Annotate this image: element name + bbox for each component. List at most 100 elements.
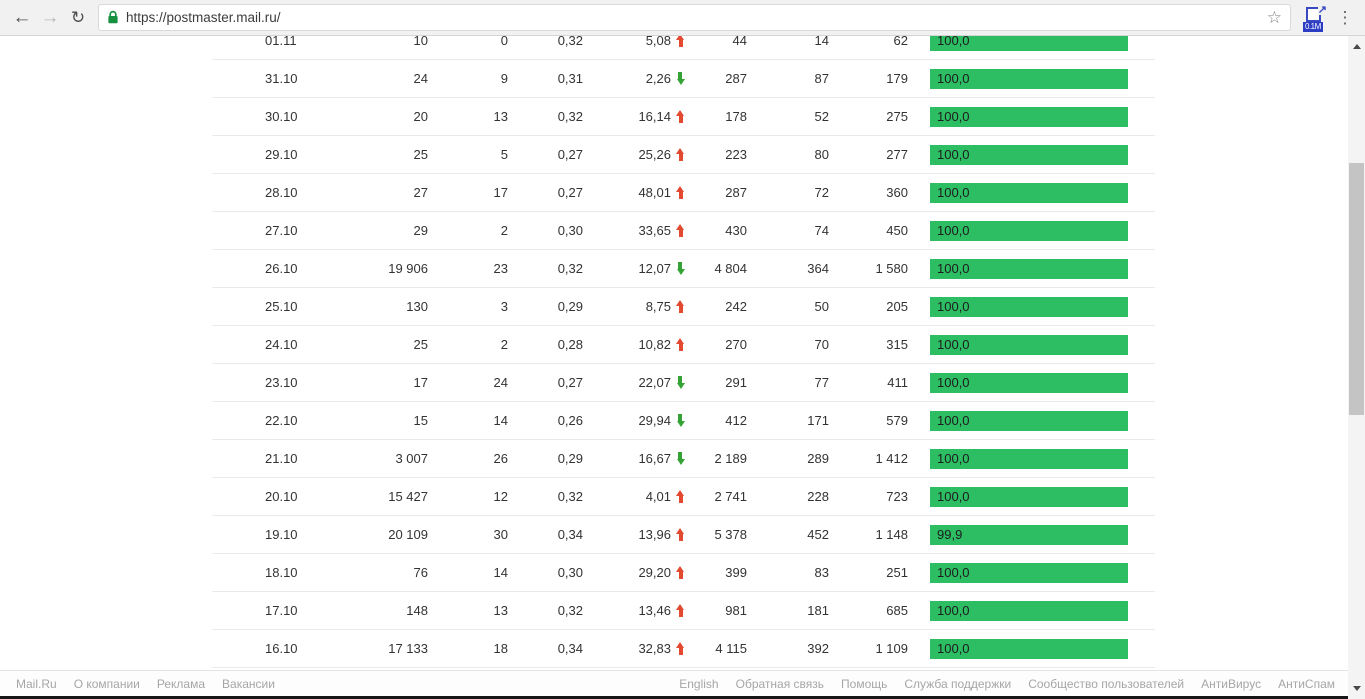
table-row: 23.10 17 24 0,27 22,07 291 77 411 100,0 [212, 364, 1155, 402]
change-cell: 12,07 [583, 261, 685, 276]
footer-right-links: English Обратная связь Помощь Служба поддер… [679, 677, 1335, 691]
cell-value-5: 364 [807, 261, 829, 276]
cell-value-3: 0,32 [557, 36, 583, 48]
cell-date: 31.10 [265, 71, 298, 86]
cell-value-4: 287 [725, 71, 747, 86]
delivery-bar-track: 100,0 [930, 372, 1128, 393]
delivery-bar-track: 100,0 [930, 220, 1128, 241]
delivery-bar: 100,0 [930, 562, 1128, 583]
footer-link[interactable]: Помощь [841, 676, 888, 691]
address-bar[interactable]: https://postmaster.mail.ru/ ☆ [98, 4, 1291, 31]
footer-link[interactable]: English [679, 676, 719, 691]
cell-value-6: 411 [887, 375, 908, 390]
vertical-scrollbar[interactable] [1348, 36, 1365, 699]
reload-button[interactable]: ↻ [70, 7, 86, 27]
delivery-bar: 100,0 [930, 638, 1128, 659]
cell-value-1: 3 007 [395, 451, 428, 466]
extension-arrow-icon: ↗ [1317, 3, 1327, 16]
change-value: 29,94 [638, 413, 671, 428]
cell-value-2: 5 [500, 147, 508, 162]
change-value: 5,08 [645, 36, 671, 48]
back-button[interactable]: ← [12, 6, 32, 28]
delivery-bar: 100,0 [930, 258, 1128, 279]
cell-value-4: 4 804 [714, 261, 747, 276]
arrow-down-icon [676, 72, 685, 85]
footer-link[interactable]: Сообщество пользователей [1028, 676, 1185, 691]
delivery-bar-track: 100,0 [930, 562, 1128, 583]
delivery-bar: 100,0 [930, 144, 1128, 165]
cell-value-1: 17 [413, 375, 428, 390]
cell-value-5: 228 [807, 489, 829, 504]
cell-value-2: 26 [493, 451, 508, 466]
scrollbar-thumb[interactable] [1349, 163, 1364, 415]
change-value: 10,82 [638, 337, 671, 352]
cell-value-6: 62 [893, 36, 908, 48]
cell-value-6: 723 [886, 489, 908, 504]
cell-value-6: 315 [886, 337, 908, 352]
browser-menu-button[interactable]: ⋮ [1336, 7, 1354, 27]
table-row: 22.10 15 14 0,26 29,94 412 171 579 100,0 [212, 402, 1155, 440]
url-text[interactable]: https://postmaster.mail.ru/ [126, 10, 281, 25]
scroll-down-button[interactable] [1348, 680, 1365, 697]
change-cell: 13,96 [583, 527, 685, 542]
change-value: 22,07 [638, 375, 671, 390]
change-value: 16,67 [638, 451, 671, 466]
cell-value-5: 74 [814, 223, 829, 238]
cell-value-2: 13 [493, 603, 508, 618]
cell-value-1: 25 [413, 337, 428, 352]
change-value: 8,75 [645, 299, 671, 314]
cell-value-4: 430 [725, 223, 747, 238]
cell-date: 29.10 [265, 147, 298, 162]
table-row: 21.10 3 007 26 0,29 16,67 2 189 289 1 412 100,0 [212, 440, 1155, 478]
cell-date: 20.10 [265, 489, 298, 504]
arrow-up-icon [676, 186, 685, 199]
cell-value-5: 181 [807, 603, 829, 618]
forward-button[interactable]: → [40, 6, 60, 28]
cell-date: 24.10 [265, 337, 298, 352]
delivery-bar-track: 100,0 [930, 410, 1128, 431]
cell-value-6: 360 [886, 185, 908, 200]
footer-link[interactable]: АнтиСпам [1278, 676, 1335, 691]
change-value: 2,26 [645, 71, 671, 86]
delivery-bar: 100,0 [930, 486, 1128, 507]
cell-value-4: 981 [725, 603, 747, 618]
footer-link[interactable]: АнтиВирус [1201, 676, 1262, 691]
cell-value-6: 685 [886, 603, 908, 618]
delivery-bar-track: 100,0 [930, 638, 1128, 659]
table-row: 19.10 20 109 30 0,34 13,96 5 378 452 1 148 99,9 [212, 516, 1155, 554]
cell-value-5: 77 [814, 375, 829, 390]
change-value: 29,20 [638, 565, 671, 580]
change-cell: 5,08 [583, 36, 685, 48]
footer-link[interactable]: Mail.Ru [16, 676, 57, 691]
cell-value-6: 579 [886, 413, 908, 428]
arrow-up-icon [676, 300, 685, 313]
cell-value-5: 452 [807, 527, 829, 542]
cell-value-4: 291 [725, 375, 747, 390]
cell-value-6: 1 580 [875, 261, 908, 276]
change-cell: 33,65 [583, 223, 685, 238]
cell-value-3: 0,27 [557, 185, 583, 200]
cell-value-5: 392 [807, 641, 829, 656]
cell-value-2: 12 [493, 489, 508, 504]
delivery-bar: 99,9 [930, 524, 1128, 545]
arrow-up-icon [676, 642, 685, 655]
extension-icon[interactable]: ↗ 0.1M [1303, 4, 1327, 32]
cell-value-4: 4 115 [715, 641, 747, 656]
cell-value-2: 14 [493, 565, 508, 580]
table-row: 26.10 19 906 23 0,32 12,07 4 804 364 1 580 100,0 [212, 250, 1155, 288]
footer-link[interactable]: Реклама [156, 676, 206, 691]
change-cell: 10,82 [583, 337, 685, 352]
footer-link[interactable]: О компании [73, 676, 140, 691]
delivery-bar-track: 100,0 [930, 36, 1128, 51]
footer-link[interactable]: Служба поддержки [904, 676, 1012, 691]
footer-link[interactable]: Вакансии [222, 676, 275, 691]
arrow-up-icon [676, 566, 685, 579]
cell-value-6: 1 109 [875, 641, 908, 656]
change-cell: 32,83 [583, 641, 685, 656]
cell-value-2: 24 [493, 375, 508, 390]
scroll-up-button[interactable] [1348, 38, 1365, 55]
cell-value-6: 450 [886, 223, 908, 238]
bookmark-star-icon[interactable]: ☆ [1266, 7, 1282, 27]
cell-value-6: 179 [886, 71, 908, 86]
footer-link[interactable]: Обратная связь [735, 676, 825, 691]
